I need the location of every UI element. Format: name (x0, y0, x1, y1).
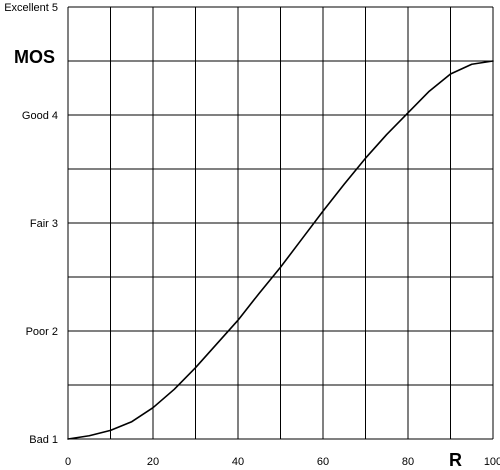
x-tick-label-20: 20 (147, 456, 159, 468)
x-tick-label-100: 100 (484, 456, 500, 468)
y-axis-title: MOS (14, 47, 55, 67)
x-tick-label-40: 40 (232, 456, 244, 468)
x-tick-label-60: 60 (317, 456, 329, 468)
y-tick-label-4: Good 4 (22, 110, 58, 122)
label-layer: 0 20 40 60 80 100 Bad 1 Poor 2 Fair 3 Good 4 Excel… (4, 2, 500, 468)
grid-layer (67, 6, 494, 440)
mos-curve-line (67, 60, 494, 440)
x-tick-label-0: 0 (65, 456, 71, 468)
y-tick-label-5: Excellent 5 (4, 2, 58, 14)
y-tick-label-1: Bad 1 (29, 434, 58, 446)
x-axis-title: R (449, 450, 462, 470)
curve-layer (67, 60, 494, 440)
y-tick-label-2: Poor 2 (26, 326, 58, 338)
y-tick-label-3: Fair 3 (30, 218, 58, 230)
x-tick-label-80: 80 (402, 456, 414, 468)
